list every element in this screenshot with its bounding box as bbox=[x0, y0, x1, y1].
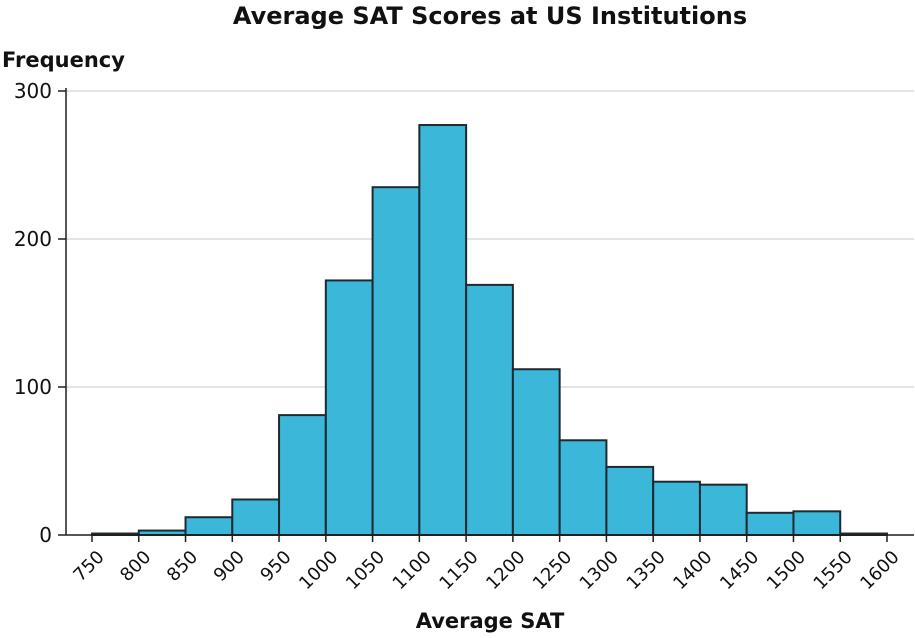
histogram-bar bbox=[511, 368, 561, 536]
histogram-bar bbox=[745, 511, 795, 536]
x-tick-labels: 750 800 850 900 950 1000 1050 1100 1150 1200 1250 1… bbox=[69, 547, 903, 594]
x-tick-label: 1050 bbox=[342, 547, 389, 594]
x-tick-label: 1150 bbox=[435, 547, 482, 594]
x-tick-label: 1250 bbox=[529, 547, 576, 594]
y-tick-label: 300 bbox=[14, 79, 52, 103]
histogram-bar bbox=[231, 498, 281, 537]
x-tick-label: 1600 bbox=[856, 547, 903, 594]
x-tick-label: 1400 bbox=[669, 547, 716, 594]
x-tick-label: 850 bbox=[163, 547, 202, 586]
x-tick-label: 1500 bbox=[763, 547, 810, 594]
histogram-bar bbox=[371, 186, 421, 536]
axes bbox=[58, 88, 914, 542]
x-tick-label: 1350 bbox=[623, 547, 670, 594]
histogram-bar bbox=[278, 414, 327, 536]
y-tick-labels: 0 100 200 300 bbox=[14, 79, 52, 547]
x-tick-label: 1100 bbox=[389, 547, 436, 594]
histogram-bar bbox=[418, 124, 468, 536]
bars bbox=[91, 124, 888, 537]
histogram-bar bbox=[605, 465, 655, 537]
x-tick-label: 1450 bbox=[716, 547, 763, 594]
x-tick-label: 1300 bbox=[576, 547, 623, 594]
histogram-bar bbox=[558, 439, 608, 536]
x-tick-label: 1200 bbox=[482, 547, 529, 594]
x-tick-label: 1000 bbox=[295, 547, 342, 594]
chart-title: Average SAT Scores at US Institutions bbox=[233, 2, 747, 30]
x-axis-label: Average SAT bbox=[416, 609, 565, 633]
y-tick-label: 200 bbox=[14, 227, 52, 251]
x-tick-label: 750 bbox=[69, 547, 108, 586]
histogram-bar bbox=[324, 279, 374, 536]
x-tick-label: 950 bbox=[256, 547, 295, 586]
histogram-bar bbox=[465, 283, 514, 536]
x-tick-label: 900 bbox=[210, 547, 249, 586]
histogram-bar bbox=[652, 480, 701, 536]
y-axis-label: Frequency bbox=[2, 48, 125, 72]
histogram-bar bbox=[698, 483, 748, 536]
y-tick-label: 100 bbox=[14, 375, 52, 399]
y-tick-label: 0 bbox=[39, 523, 52, 547]
x-tick-label: 1550 bbox=[810, 547, 857, 594]
histogram-bar bbox=[792, 510, 842, 537]
x-tick-label: 800 bbox=[116, 547, 155, 586]
histogram-bar bbox=[184, 516, 234, 536]
